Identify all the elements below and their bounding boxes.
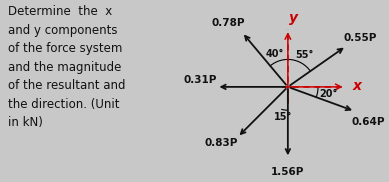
Text: 0.55P: 0.55P [343, 33, 377, 43]
Text: x: x [352, 78, 361, 92]
Text: 0.83P: 0.83P [204, 138, 238, 148]
Text: 40°: 40° [265, 49, 284, 59]
Text: 20°: 20° [319, 89, 338, 99]
Text: 1.56P: 1.56P [271, 167, 305, 177]
Text: 0.64P: 0.64P [352, 117, 385, 127]
Text: 55°: 55° [295, 50, 313, 60]
Text: 0.78P: 0.78P [212, 18, 245, 28]
Text: Determine  the  x
and y components
of the force system
and the magnitude
of the : Determine the x and y components of the … [8, 5, 125, 129]
Text: 15°: 15° [274, 112, 292, 122]
Text: 0.31P: 0.31P [183, 75, 217, 85]
Text: y: y [289, 11, 298, 25]
